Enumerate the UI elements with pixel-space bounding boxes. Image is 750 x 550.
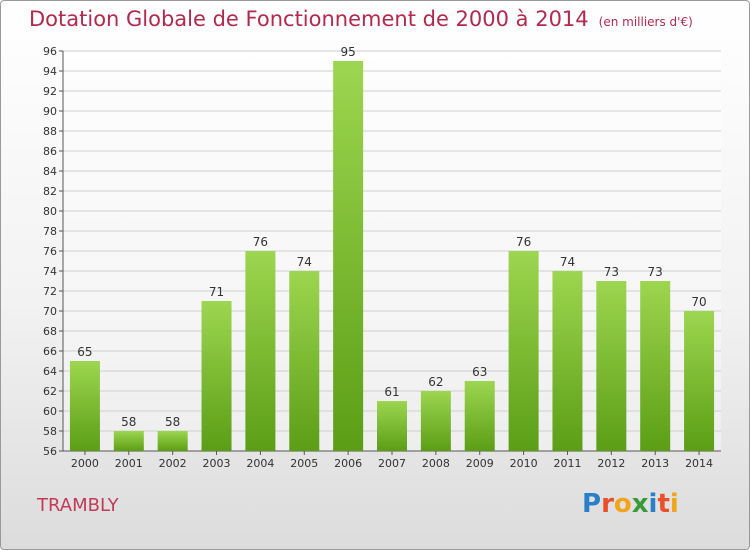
commune-name: TRAMBLY	[37, 495, 119, 516]
x-tick-label: 2011	[553, 457, 581, 470]
chart-subtitle: (en milliers d'€)	[598, 15, 693, 29]
chart-title: Dotation Globale de Fonctionnement de 20…	[29, 7, 693, 31]
data-label: 73	[604, 265, 619, 279]
x-tick-label: 2008	[422, 457, 450, 470]
x-tick-label: 2009	[466, 457, 494, 470]
y-tick-label: 80	[43, 205, 57, 218]
bar	[157, 431, 188, 451]
y-tick-label: 92	[43, 85, 57, 98]
y-tick-label: 94	[43, 65, 57, 78]
data-label: 58	[165, 415, 180, 429]
logo-letter: r	[601, 489, 614, 519]
bar	[333, 61, 364, 451]
y-tick-label: 76	[43, 245, 57, 258]
x-tick-label: 2001	[115, 457, 143, 470]
y-tick-label: 64	[43, 365, 57, 378]
x-tick-label: 2003	[203, 457, 231, 470]
bar	[113, 431, 144, 451]
data-label: 73	[648, 265, 663, 279]
y-tick-label: 82	[43, 185, 57, 198]
x-tick-label: 2010	[510, 457, 538, 470]
bar	[69, 361, 100, 451]
x-tick-label: 2012	[597, 457, 625, 470]
y-tick-label: 96	[43, 45, 57, 58]
bar	[420, 391, 451, 451]
y-tick-label: 68	[43, 325, 57, 338]
y-tick-label: 60	[43, 405, 57, 418]
data-label: 62	[428, 375, 443, 389]
y-tick-label: 84	[43, 165, 57, 178]
data-label: 58	[121, 415, 136, 429]
data-label: 74	[560, 255, 575, 269]
logo-letter: i	[669, 489, 679, 519]
y-tick-label: 70	[43, 305, 57, 318]
data-label: 71	[209, 285, 224, 299]
data-label: 63	[472, 365, 487, 379]
bar	[201, 301, 232, 451]
x-tick-label: 2000	[71, 457, 99, 470]
y-tick-label: 66	[43, 345, 57, 358]
data-label: 95	[340, 45, 355, 59]
bar	[289, 271, 320, 451]
data-label: 61	[384, 385, 399, 399]
logo-letter: o	[613, 489, 632, 519]
data-label: 76	[516, 235, 531, 249]
bar	[508, 251, 539, 451]
bar	[377, 401, 407, 451]
logo-letter: t	[657, 489, 670, 519]
bar	[552, 271, 583, 451]
x-tick-label: 2006	[334, 457, 362, 470]
x-tick-label: 2007	[378, 457, 406, 470]
x-tick-label: 2005	[290, 457, 318, 470]
y-tick-label: 72	[43, 285, 57, 298]
data-label: 76	[253, 235, 268, 249]
x-tick-label: 2002	[159, 457, 187, 470]
y-tick-label: 78	[43, 225, 57, 238]
x-tick-label: 2014	[685, 457, 713, 470]
bar	[684, 311, 715, 451]
logo-letter: x	[631, 489, 649, 519]
y-tick-label: 74	[43, 265, 57, 278]
proxiti-logo: Proxiti	[582, 489, 679, 519]
bar	[596, 281, 627, 451]
data-label: 65	[77, 345, 92, 359]
x-tick-label: 2013	[641, 457, 669, 470]
logo-letter: P	[582, 489, 602, 519]
y-tick-label: 62	[43, 385, 57, 398]
bar	[640, 281, 671, 451]
data-label: 74	[297, 255, 312, 269]
y-tick-label: 90	[43, 105, 57, 118]
logo-letter: i	[648, 489, 658, 519]
data-label: 70	[691, 295, 706, 309]
y-tick-label: 86	[43, 145, 57, 158]
chart-title-text: Dotation Globale de Fonctionnement de 20…	[29, 7, 589, 31]
y-tick-label: 58	[43, 425, 57, 438]
bar	[245, 251, 276, 451]
x-tick-label: 2004	[246, 457, 274, 470]
bar	[464, 381, 495, 451]
y-tick-label: 88	[43, 125, 57, 138]
y-tick-label: 56	[43, 445, 57, 458]
